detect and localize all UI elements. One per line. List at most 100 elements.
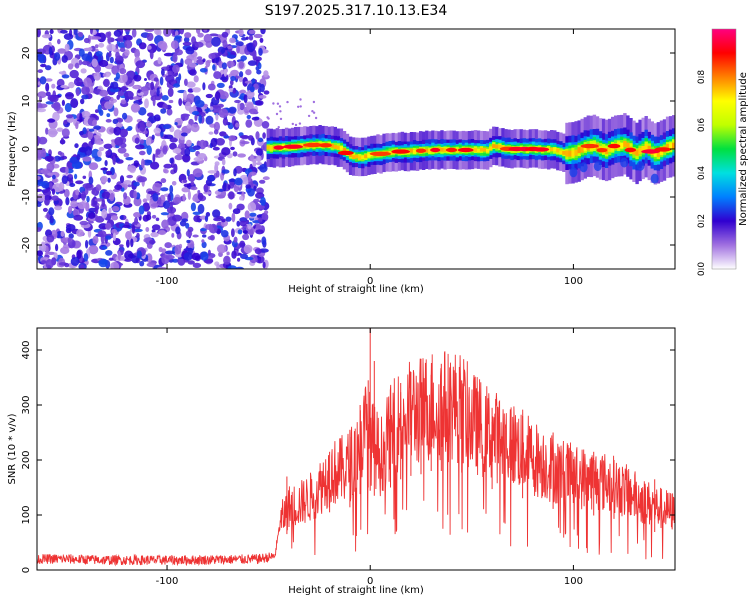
noise-speck (247, 60, 257, 66)
noise-speck (239, 220, 247, 227)
noise-speck (255, 162, 263, 166)
noise-speck (240, 141, 250, 145)
noise-speck (150, 203, 159, 208)
noise-speck (155, 183, 163, 187)
noise-speck (123, 192, 128, 200)
noise-speck (167, 194, 171, 203)
noise-speck (189, 69, 197, 76)
noise-speck (101, 199, 106, 207)
noise-speck (104, 101, 114, 110)
spectrogram-y-label: Frequency (Hz) (7, 111, 18, 187)
noise-speck (98, 42, 105, 48)
signal-band-cell (607, 145, 612, 152)
noise-speck (48, 46, 53, 56)
noise-speck (64, 262, 70, 268)
noise-speck (167, 84, 173, 88)
noise-speck (65, 166, 69, 175)
noise-speck (117, 90, 125, 97)
noise-speck (247, 202, 257, 212)
noise-speck (174, 122, 178, 126)
noise-speck (192, 234, 199, 238)
signal-band-cell (653, 150, 658, 157)
noise-speck (157, 40, 167, 49)
noise-speck (163, 169, 169, 174)
noise-speck (81, 86, 90, 95)
noise-speck (151, 134, 155, 140)
noise-speck (299, 98, 302, 101)
noise-speck (223, 135, 230, 139)
signal-band-cell (361, 155, 365, 160)
noise-speck (175, 226, 181, 235)
noise-speck (37, 107, 46, 113)
noise-speck (169, 202, 173, 212)
signal-band-cell (672, 142, 675, 149)
noise-speck (249, 171, 257, 176)
noise-speck (60, 29, 68, 34)
noise-speck (109, 193, 115, 202)
signal-hot-spot (596, 148, 608, 153)
noise-speck (223, 255, 231, 265)
noise-speck (228, 135, 237, 142)
noise-speck (76, 153, 81, 161)
signal-band-cell (476, 148, 481, 153)
noise-speck (212, 209, 221, 218)
noise-speck (120, 99, 127, 105)
noise-speck (58, 181, 65, 191)
noise-speck (70, 257, 80, 266)
signal-band-cell (483, 147, 487, 152)
noise-speck (188, 148, 196, 153)
noise-speck (139, 260, 145, 267)
noise-speck (37, 91, 47, 99)
noise-speck (203, 33, 213, 43)
noise-speck (157, 197, 162, 205)
noise-speck (190, 181, 195, 186)
noise-speck (42, 189, 52, 197)
noise-speck (187, 260, 195, 265)
noise-speck (123, 34, 133, 41)
noise-speck (152, 192, 159, 202)
noise-speck (259, 37, 264, 43)
noise-speck (213, 121, 220, 132)
noise-speck (236, 45, 240, 54)
noise-speck (229, 37, 236, 44)
noise-speck (80, 110, 91, 119)
noise-speck (116, 117, 124, 123)
noise-speck (79, 112, 83, 123)
noise-speck (150, 81, 155, 91)
signal-band-cell (668, 143, 673, 150)
noise-speck (137, 89, 141, 94)
noise-speck (61, 99, 65, 106)
noise-speck (75, 180, 84, 185)
noise-speck (187, 93, 192, 98)
noise-speck (153, 127, 161, 134)
noise-speck (201, 241, 207, 249)
noise-speck (181, 187, 191, 193)
noise-speck (249, 86, 255, 93)
noise-speck (307, 114, 311, 118)
noise-speck (45, 78, 53, 82)
signal-hot-spot (283, 144, 303, 149)
noise-speck (258, 47, 263, 56)
noise-speck (264, 210, 269, 215)
signal-band-cell (348, 153, 353, 157)
noise-speck (75, 122, 79, 130)
noise-speck (79, 131, 84, 136)
noise-speck (133, 74, 142, 82)
noise-speck (56, 127, 64, 132)
noise-speck (37, 150, 43, 159)
noise-speck (251, 116, 260, 121)
colorbar-tick-label: 0.0 (697, 262, 707, 277)
signal-hot-spot (273, 145, 284, 150)
noise-speck (82, 183, 93, 189)
noise-speck (228, 88, 234, 93)
noise-speck (134, 217, 139, 226)
noise-speck (230, 76, 237, 81)
signal-band-cell (336, 145, 341, 150)
noise-speck (76, 250, 82, 260)
noise-speck (131, 224, 136, 234)
noise-speck (38, 53, 46, 64)
noise-speck (299, 105, 302, 108)
noise-speck (227, 184, 231, 190)
noise-speck (103, 78, 110, 88)
